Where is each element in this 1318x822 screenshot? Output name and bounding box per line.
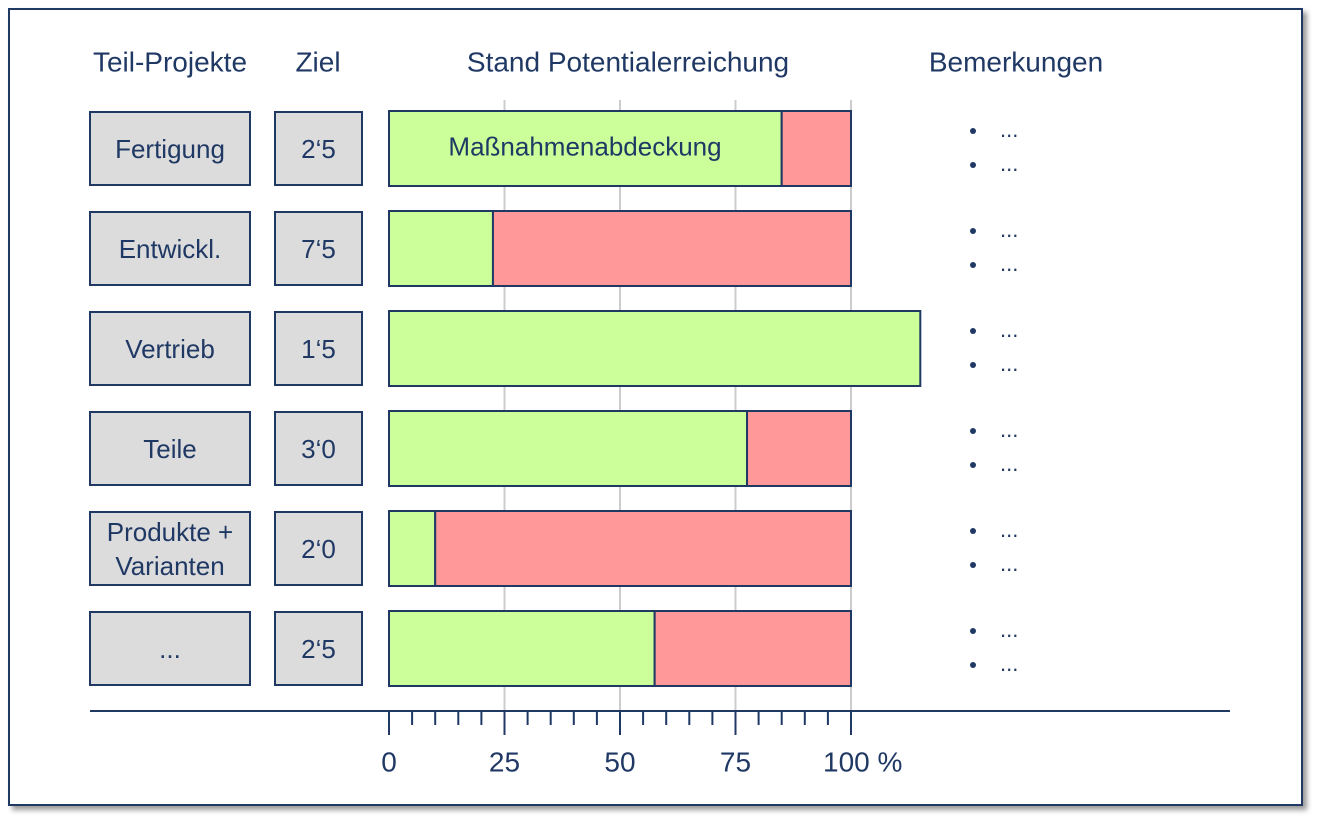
bar-segment bbox=[388, 310, 922, 387]
bullet bbox=[970, 628, 976, 634]
bar-segment bbox=[388, 410, 749, 487]
remark: ... bbox=[1000, 317, 1018, 342]
bullet bbox=[970, 428, 976, 434]
bar-segment bbox=[388, 610, 656, 687]
bar-segment bbox=[746, 410, 852, 487]
bullet bbox=[970, 662, 976, 668]
remark: ... bbox=[1000, 217, 1018, 242]
x-tick-label: 100 % bbox=[823, 746, 902, 777]
bullet bbox=[970, 262, 976, 268]
bullet bbox=[970, 128, 976, 134]
bar-segment bbox=[388, 110, 783, 187]
target-box: 2‘5 bbox=[274, 611, 363, 686]
annotation: Maßnahmenabdeckung bbox=[448, 131, 721, 161]
bullet bbox=[970, 528, 976, 534]
bar-segment bbox=[434, 510, 852, 587]
x-tick-label: 0 bbox=[381, 746, 397, 777]
remark: ... bbox=[1000, 151, 1018, 176]
remark: ... bbox=[1000, 451, 1018, 476]
target-box: 3‘0 bbox=[274, 411, 363, 486]
remark: ... bbox=[1000, 351, 1018, 376]
bullet bbox=[970, 362, 976, 368]
remark: ... bbox=[1000, 551, 1018, 576]
x-tick-label: 75 bbox=[720, 746, 751, 777]
bar-segment bbox=[491, 210, 852, 287]
remark: ... bbox=[1000, 651, 1018, 676]
remark: ... bbox=[1000, 417, 1018, 442]
category-box: ... bbox=[89, 611, 251, 686]
bar-segment bbox=[653, 610, 853, 687]
category-box: Teile bbox=[89, 411, 251, 486]
column-header: Ziel bbox=[295, 46, 340, 77]
bar-segment bbox=[388, 210, 494, 287]
bullet bbox=[970, 462, 976, 468]
category-box: Entwickl. bbox=[89, 211, 251, 286]
bullet bbox=[970, 562, 976, 568]
column-header: Stand Potentialerreichung bbox=[467, 46, 789, 77]
bullet bbox=[970, 328, 976, 334]
remark: ... bbox=[1000, 617, 1018, 642]
category-box: Fertigung bbox=[89, 111, 251, 186]
bullet bbox=[970, 162, 976, 168]
remark: ... bbox=[1000, 251, 1018, 276]
column-header: Teil-Projekte bbox=[93, 46, 247, 77]
target-box: 7‘5 bbox=[274, 211, 363, 286]
x-tick-label: 50 bbox=[604, 746, 635, 777]
category-box: Produkte + Varianten bbox=[89, 511, 251, 586]
category-box: Vertrieb bbox=[89, 311, 251, 386]
remark: ... bbox=[1000, 517, 1018, 542]
bar-segment bbox=[388, 510, 437, 587]
target-box: 2‘5 bbox=[274, 111, 363, 186]
bar-segment bbox=[780, 110, 853, 187]
remark: ... bbox=[1000, 117, 1018, 142]
target-box: 2‘0 bbox=[274, 511, 363, 586]
column-header: Bemerkungen bbox=[929, 46, 1103, 77]
target-box: 1‘5 bbox=[274, 311, 363, 386]
x-tick-label: 25 bbox=[489, 746, 520, 777]
bullet bbox=[970, 228, 976, 234]
